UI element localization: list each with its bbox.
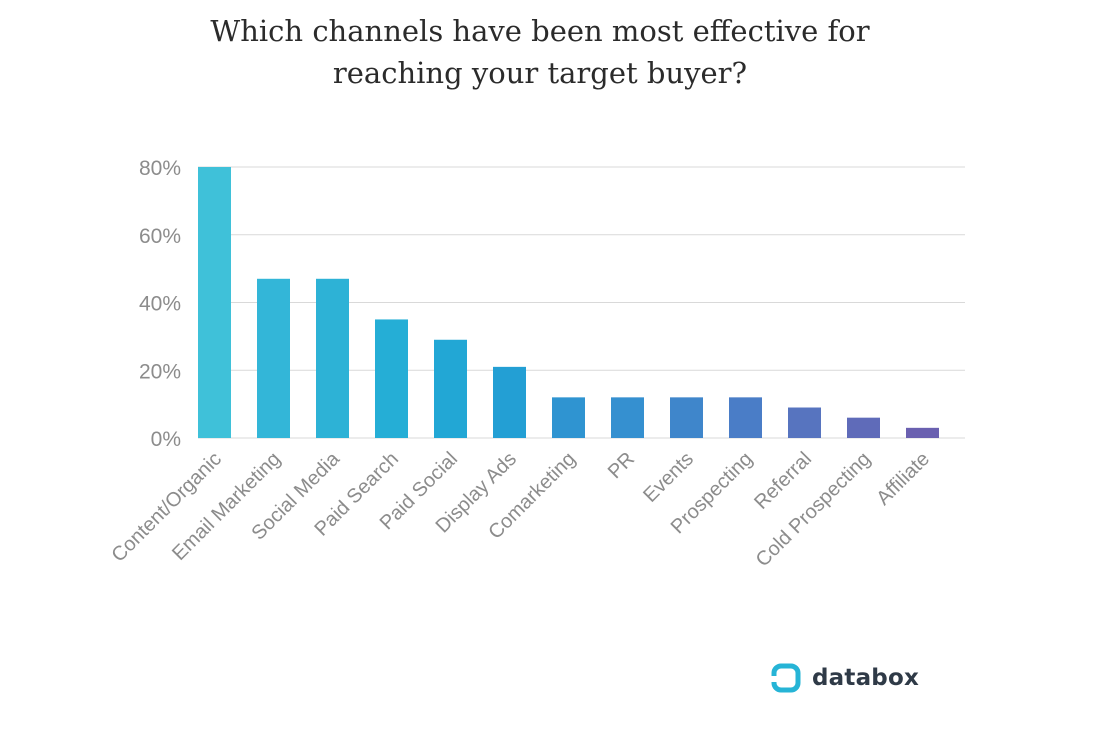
brand-name: databox: [812, 665, 920, 691]
bar: [493, 366, 526, 438]
y-tick-label: 20%: [139, 360, 181, 383]
y-axis-ticks: 0% 20% 40% 60% 80%: [139, 157, 181, 451]
bar: [611, 397, 644, 438]
y-tick-label: 40%: [139, 293, 181, 316]
bar: [670, 397, 703, 438]
x-tick-label: Cold Prospecting: [752, 448, 875, 571]
bars: [198, 167, 939, 438]
bar: [552, 397, 585, 438]
bar: [906, 427, 939, 438]
bar: [847, 417, 880, 438]
bar: [198, 167, 231, 438]
x-tick-label: Affiliate: [872, 448, 934, 510]
x-tick-label: Content/Organic: [107, 448, 226, 567]
brand-logo: databox: [770, 662, 919, 694]
x-tick-label: Events: [639, 448, 698, 507]
bar: [375, 319, 408, 438]
x-tick-label: Email Marketing: [168, 448, 285, 565]
y-tick-label: 60%: [139, 225, 181, 248]
y-tick-label: 80%: [139, 157, 181, 180]
chart-title-line-1: Which channels have been most effective …: [210, 14, 870, 48]
bar: [434, 339, 467, 438]
databox-logo-icon: [770, 663, 801, 693]
bar: [257, 278, 290, 438]
x-tick-label: PR: [604, 448, 639, 483]
bar: [788, 407, 821, 438]
chart-title-line-2: reaching your target buyer?: [332, 56, 748, 90]
bar: [729, 397, 762, 438]
y-tick-label: 0%: [151, 428, 181, 451]
bar: [316, 278, 349, 438]
chart-title: Which channels have been most effective …: [0, 10, 1080, 94]
